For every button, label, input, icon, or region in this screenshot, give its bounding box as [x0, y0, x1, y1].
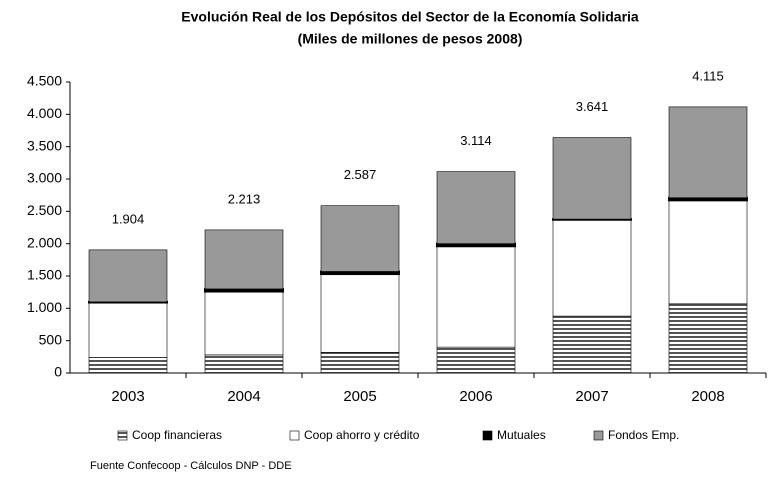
legend-label: Fondos Emp. [608, 428, 679, 442]
x-tick-label: 2004 [227, 388, 260, 405]
legend-label: Mutuales [497, 428, 546, 442]
bar-segment [204, 287, 284, 293]
y-tick-label: 0 [54, 364, 62, 380]
bar-segment [204, 354, 284, 374]
total-label: 3.114 [460, 133, 492, 148]
total-label: 3.641 [576, 99, 609, 114]
bar-segment [88, 357, 168, 374]
x-tick-label: 2008 [691, 388, 724, 405]
bar-segment [436, 346, 516, 374]
bar-segment [320, 205, 400, 272]
total-label: 1.904 [112, 211, 145, 226]
chart-title: Evolución Real de los Depósitos del Sect… [181, 9, 639, 25]
y-tick-label: 3.500 [27, 137, 62, 153]
legend-label: Coop financieras [132, 428, 222, 442]
x-tick-label: 2007 [575, 388, 608, 405]
y-tick-label: 1.000 [27, 299, 62, 315]
x-tick-label: 2006 [459, 388, 492, 405]
bar-segment [204, 229, 284, 290]
y-tick-label: 500 [39, 331, 63, 347]
source-note: Fuente Confecoop - Cálculos DNP - DDE [90, 460, 292, 472]
bar-segment [668, 200, 748, 305]
total-label: 2.213 [228, 191, 261, 206]
legend-label: Coop ahorro y crédito [304, 428, 420, 442]
bar-segment [88, 302, 168, 358]
bar-segment [552, 219, 632, 317]
bar-segment [668, 196, 748, 202]
x-tick-label: 2003 [111, 388, 144, 405]
chart-subtitle: (Miles de millones de pesos 2008) [298, 31, 523, 47]
bar-segment [552, 137, 632, 220]
bar-segment [88, 249, 168, 303]
total-label: 4.115 [692, 68, 724, 83]
bar-segment [436, 245, 516, 348]
bar-segment [552, 315, 632, 374]
legend-swatch [289, 430, 300, 441]
legend-swatch [593, 430, 604, 441]
y-tick-label: 3.000 [27, 170, 62, 186]
legend-swatch [117, 430, 128, 441]
bar-segment [436, 171, 516, 244]
bar-segment [668, 106, 748, 199]
y-tick-label: 4.500 [27, 73, 62, 89]
total-label: 2.587 [344, 167, 377, 182]
bar-segment [320, 270, 400, 276]
legend-swatch [482, 430, 493, 441]
y-tick-label: 1.500 [27, 267, 62, 283]
y-tick-label: 2.000 [27, 234, 62, 250]
x-tick-label: 2005 [343, 388, 376, 405]
bar-segment [320, 273, 400, 353]
y-tick-label: 2.500 [27, 202, 62, 218]
y-tick-label: 4.000 [27, 105, 62, 121]
bar-segment [436, 242, 516, 248]
bar-segment [320, 352, 400, 374]
bar-segment [204, 291, 284, 356]
bar-segment [668, 303, 748, 374]
